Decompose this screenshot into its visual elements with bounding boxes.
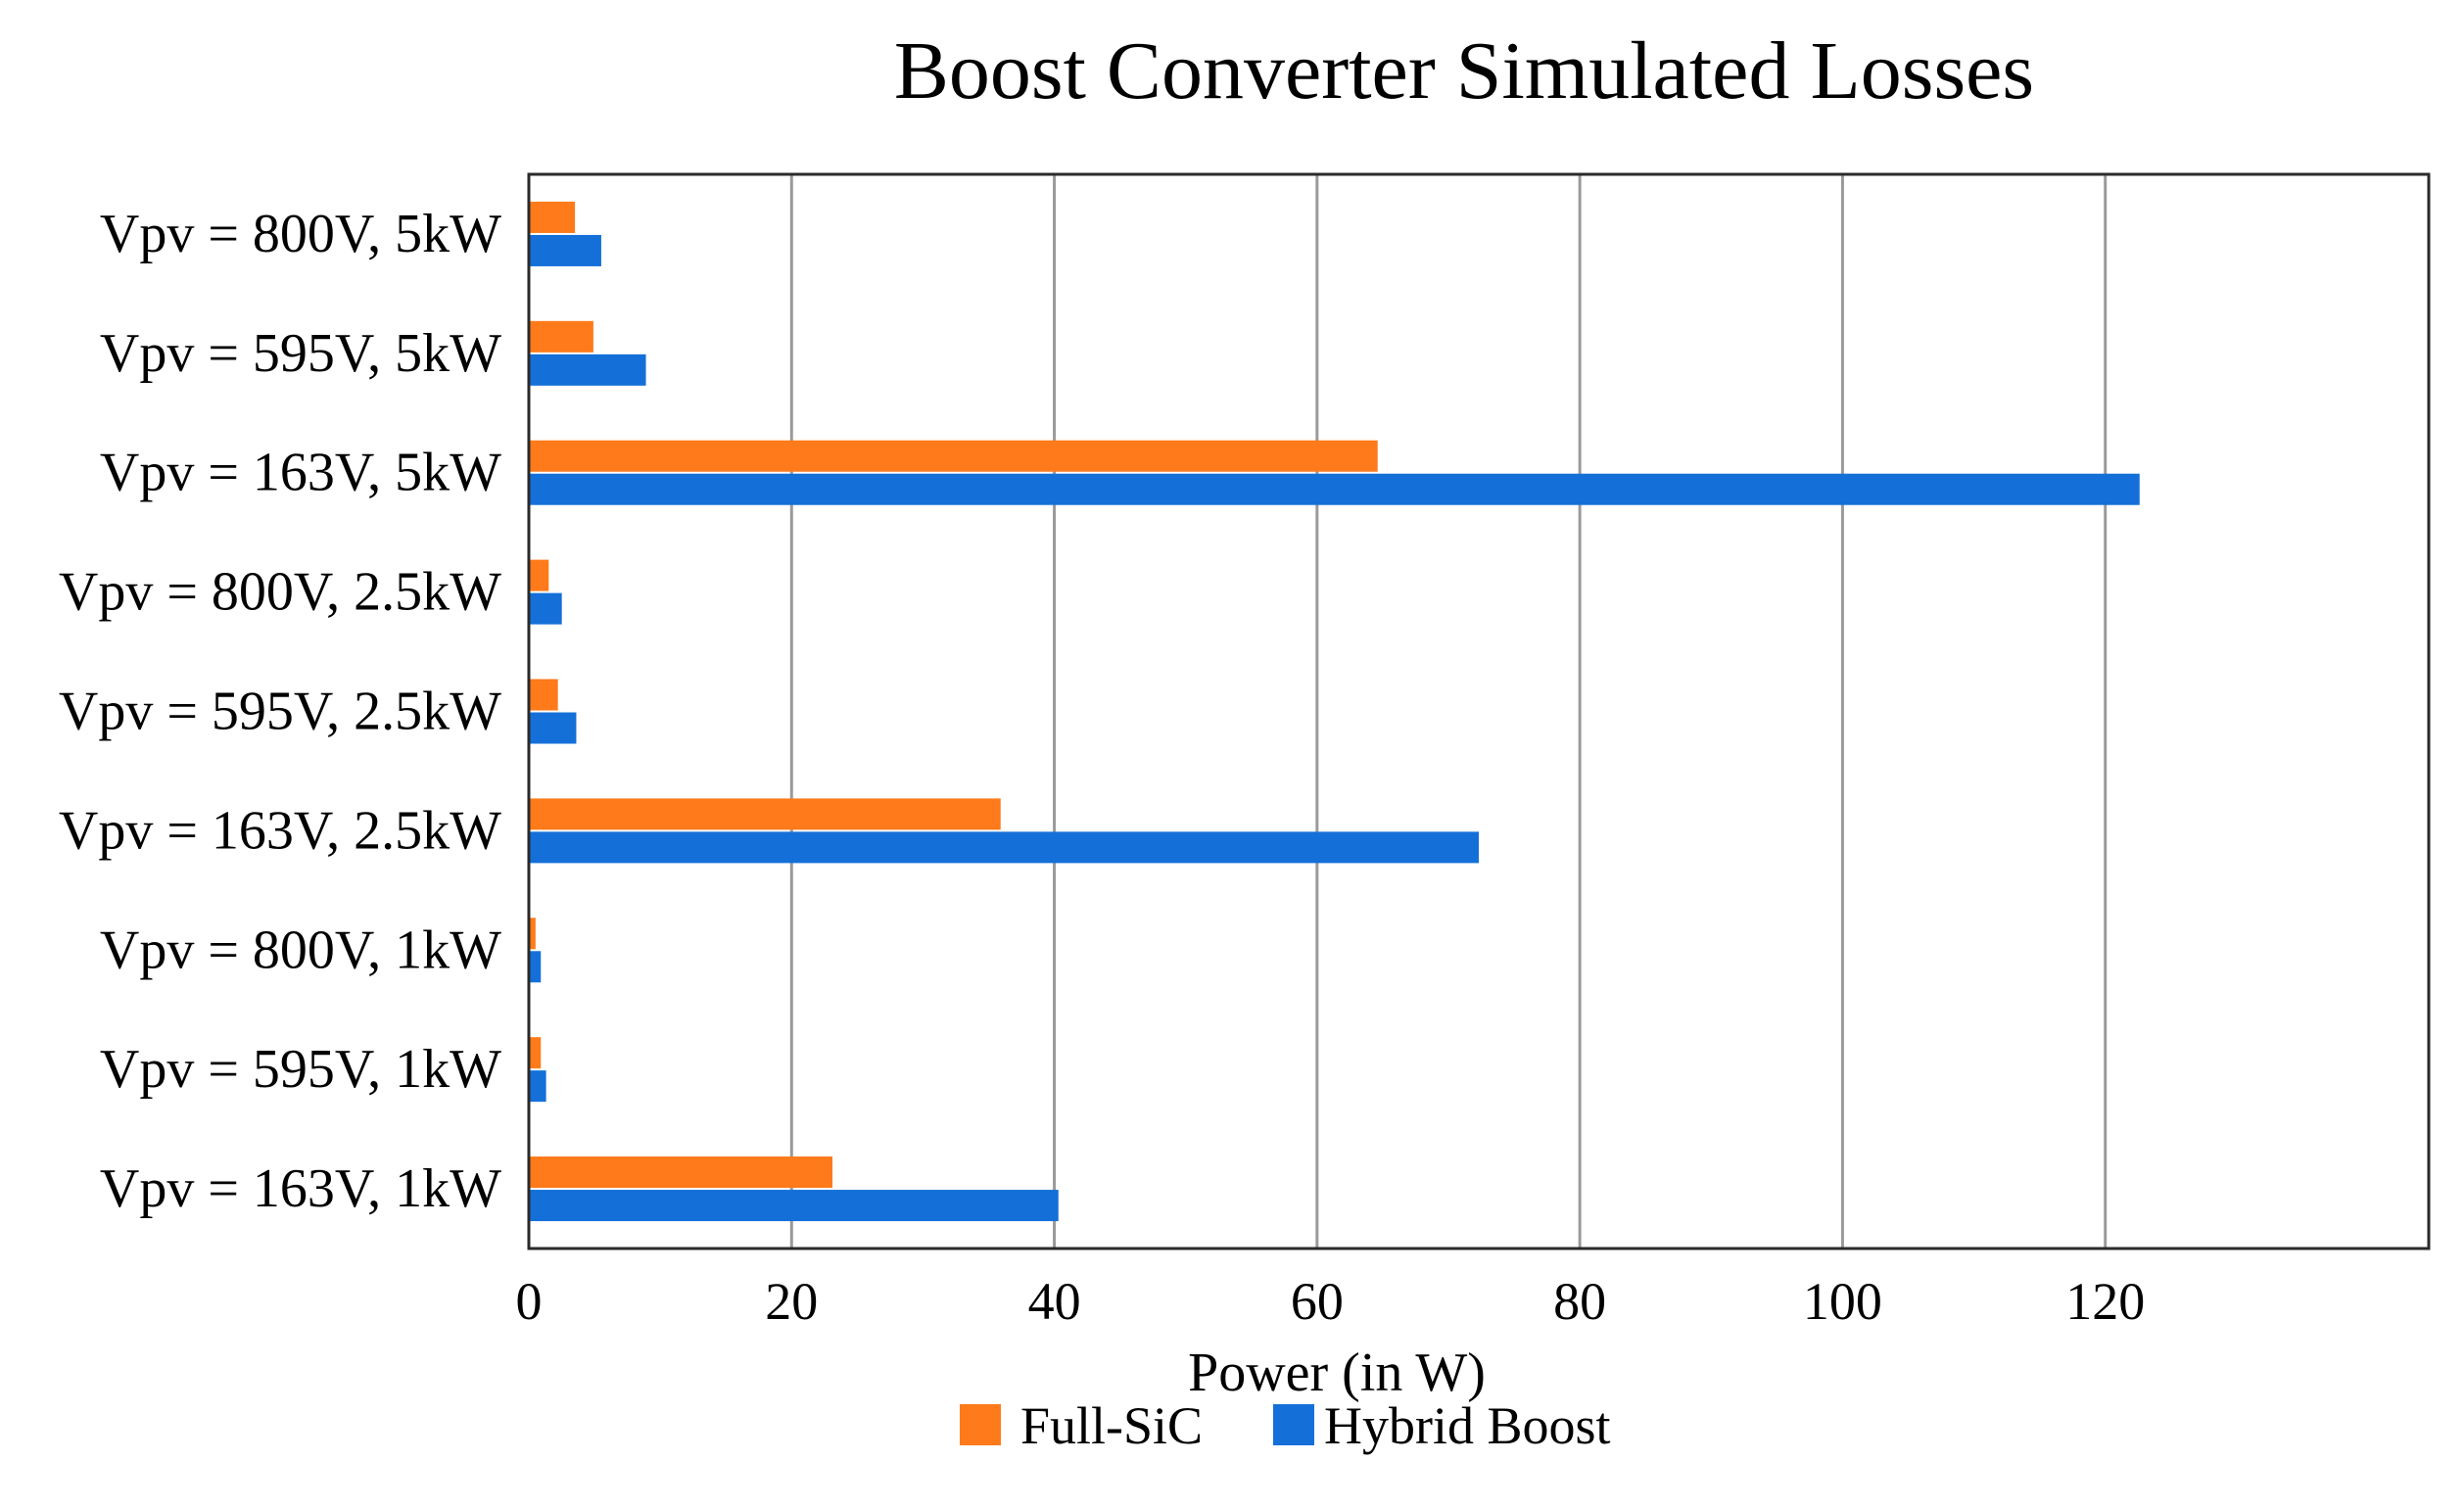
category-label: Vpv = 163V, 1kW xyxy=(100,1158,501,1219)
bar-hybrid-boost xyxy=(530,712,577,744)
bar-hybrid-boost xyxy=(530,1190,1059,1222)
bar-full-sic xyxy=(530,798,1001,830)
bar-full-sic xyxy=(530,440,1378,472)
x-axis-title: Power (in W) xyxy=(1188,1343,1486,1403)
bar-hybrid-boost xyxy=(530,831,1480,864)
bar-hybrid-boost xyxy=(530,353,646,386)
legend-label-full-sic: Full-SiC xyxy=(1020,1396,1203,1455)
x-tick-label: 100 xyxy=(1803,1272,1882,1331)
bar-hybrid-boost xyxy=(530,1070,546,1103)
legend-swatch-hybrid-boost xyxy=(1273,1404,1314,1445)
grid-layer xyxy=(789,174,2108,1249)
category-label: Vpv = 595V, 5kW xyxy=(100,323,501,384)
bar-hybrid-boost xyxy=(530,473,2140,505)
category-label: Vpv = 595V, 2.5kW xyxy=(59,682,501,742)
category-label: Vpv = 800V, 2.5kW xyxy=(59,562,501,623)
bar-hybrid-boost xyxy=(530,951,542,983)
bar-full-sic xyxy=(530,679,558,711)
category-label: Vpv = 595V, 1kW xyxy=(100,1039,501,1100)
bar-hybrid-boost xyxy=(530,592,562,625)
x-tick-labels: 0 20 40 60 80 100 120 xyxy=(516,1272,2146,1331)
category-label: Vpv = 800V, 5kW xyxy=(100,204,501,264)
bar-full-sic xyxy=(530,1037,542,1069)
category-labels: Vpv = 800V, 5kW Vpv = 595V, 5kW Vpv = 163V… xyxy=(59,204,501,1219)
bar-full-sic xyxy=(530,559,549,591)
bar-full-sic xyxy=(530,918,536,950)
bar-full-sic xyxy=(530,201,576,233)
legend-swatch-full-sic xyxy=(960,1404,1001,1445)
category-label: Vpv = 163V, 5kW xyxy=(100,443,501,503)
category-label: Vpv = 800V, 1kW xyxy=(100,919,501,980)
bars-layer xyxy=(530,201,2140,1222)
x-tick-label: 40 xyxy=(1028,1272,1081,1331)
x-tick-label: 80 xyxy=(1553,1272,1606,1331)
chart-title: Boost Converter Simulated Losses xyxy=(894,25,2034,117)
x-tick-label: 60 xyxy=(1291,1272,1344,1331)
x-tick-label: 120 xyxy=(2065,1272,2145,1331)
x-tick-label: 20 xyxy=(765,1272,818,1331)
bar-hybrid-boost xyxy=(530,234,601,266)
x-tick-label: 0 xyxy=(516,1272,543,1331)
category-label: Vpv = 163V, 2.5kW xyxy=(59,800,501,861)
legend-label-hybrid-boost: Hybrid Boost xyxy=(1324,1396,1611,1455)
plot-area-frame xyxy=(527,172,2431,1250)
bar-full-sic xyxy=(530,320,593,353)
legend: Full-SiC Hybrid Boost xyxy=(960,1396,1611,1455)
bar-full-sic xyxy=(530,1156,833,1189)
